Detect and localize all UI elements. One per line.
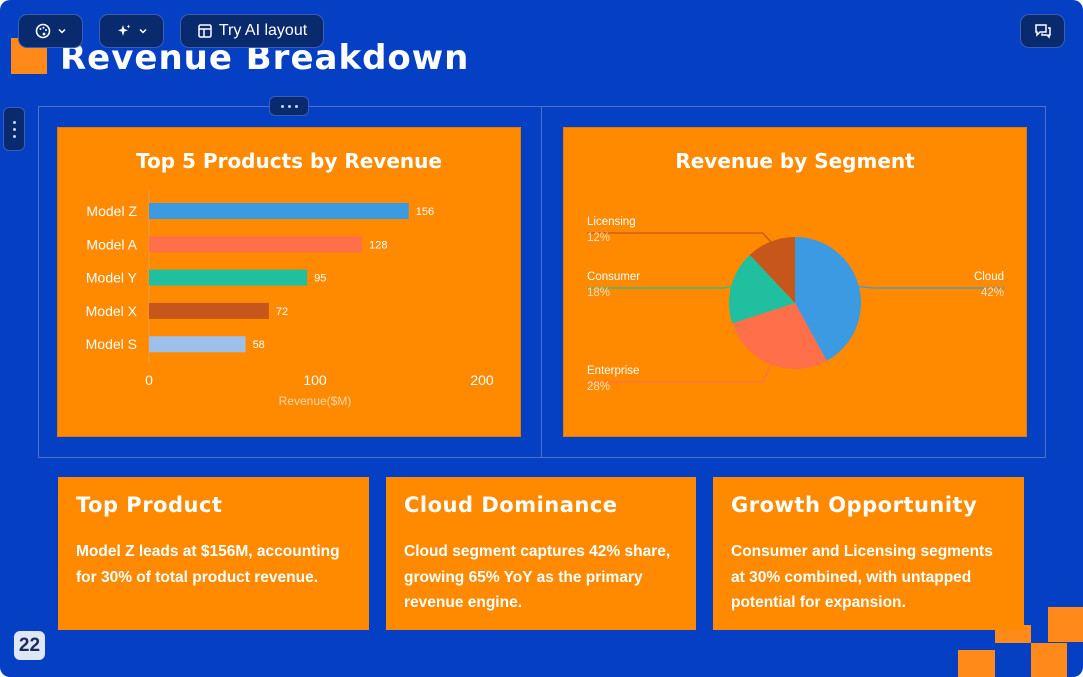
card-title: Cloud Dominance	[404, 493, 618, 517]
chevron-down-icon	[138, 26, 148, 36]
pie-slice-label: Enterprise	[587, 365, 639, 377]
pie-leader-line	[587, 285, 732, 289]
chart-row-frame	[38, 106, 1046, 458]
chart-divider	[541, 106, 542, 458]
bar-value-label: 156	[416, 206, 434, 218]
sparkle-icon	[116, 23, 132, 39]
comments-button[interactable]	[1020, 14, 1065, 48]
bar	[149, 269, 308, 286]
pie-slice-percent: 12%	[587, 232, 610, 244]
insight-card-top-product: Top Product Model Z leads at $156M, acco…	[58, 477, 369, 630]
layout-icon	[197, 23, 213, 39]
bar-chart-x-ticks: 0 100 200	[145, 372, 494, 388]
bar	[149, 236, 363, 253]
bar-category-label: Model X	[86, 303, 138, 319]
pie-slice-label: Cloud	[974, 271, 1004, 283]
card-body: Cloud segment captures 42% share, growin…	[404, 543, 671, 611]
bar-chart-panel: Top 5 Products by Revenue 0 100 200 Reve…	[57, 127, 521, 437]
pie-chart: Revenue by Segment Cloud 42% Enterprise 28%…	[587, 149, 1004, 393]
try-ai-layout-label: Try AI layout	[218, 22, 308, 39]
drag-handle-vertical[interactable]	[3, 107, 25, 151]
pie-leader-line	[587, 232, 772, 243]
bar-value-label: 58	[253, 339, 265, 351]
theme-button[interactable]	[18, 14, 83, 48]
pie-slice	[795, 237, 861, 361]
bar-chart-x-axis-label: Revenue($M)	[279, 394, 352, 408]
insight-card-growth-opportunity: Growth Opportunity Consumer and Licensin…	[713, 477, 1024, 630]
x-tick-label: 100	[303, 372, 327, 388]
card-body: Consumer and Licensing segments at 30% c…	[731, 543, 993, 611]
bar-value-label: 95	[314, 273, 326, 285]
comment-icon	[1034, 23, 1052, 39]
pie-leader-line	[587, 364, 772, 383]
pie-leader-line	[858, 285, 1004, 289]
x-tick-label: 200	[470, 372, 494, 388]
card-title: Top Product	[76, 493, 223, 517]
bar-value-label: 72	[276, 306, 288, 318]
page-number: 22	[14, 631, 45, 660]
decor-square	[1048, 607, 1083, 642]
chevron-down-icon	[57, 26, 67, 36]
bar-category-label: Model Z	[86, 203, 137, 219]
card-title: Growth Opportunity	[731, 493, 978, 517]
bar-category-label: Model Y	[86, 270, 138, 286]
pie-chart-title: Revenue by Segment	[675, 149, 915, 173]
pie-slice-percent: 18%	[587, 287, 610, 299]
drag-handle-horizontal[interactable]	[269, 96, 309, 116]
insight-card-cloud-dominance: Cloud Dominance Cloud segment captures 4…	[386, 477, 696, 630]
bar	[149, 203, 409, 219]
pie-slice-label: Consumer	[587, 271, 640, 283]
bar-value-label: 128	[369, 239, 387, 251]
bar	[149, 302, 269, 319]
pie-slice	[732, 303, 827, 369]
pie-chart-panel: Revenue by Segment Cloud 42% Enterprise 28%…	[563, 127, 1027, 437]
bar-chart: Top 5 Products by Revenue 0 100 200 Reve…	[86, 149, 494, 408]
decor-square	[958, 650, 995, 677]
try-ai-layout-button[interactable]: Try AI layout	[180, 14, 324, 48]
pie-slice	[729, 254, 795, 324]
palette-icon	[35, 23, 51, 39]
decor-square	[1031, 643, 1067, 677]
card-body: Model Z leads at $156M, accounting for 3…	[76, 543, 340, 586]
pie-slice-label: Licensing	[587, 216, 636, 228]
bar-category-label: Model S	[86, 336, 137, 352]
ai-menu-button[interactable]	[99, 14, 164, 48]
x-tick-label: 0	[145, 372, 153, 388]
bar-category-label: Model A	[86, 236, 137, 252]
bar	[149, 336, 246, 353]
pie-slice-percent: 42%	[981, 287, 1004, 299]
pie-slice	[749, 237, 795, 303]
pie-slice-percent: 28%	[587, 381, 610, 393]
bar-chart-title: Top 5 Products by Revenue	[136, 149, 442, 173]
